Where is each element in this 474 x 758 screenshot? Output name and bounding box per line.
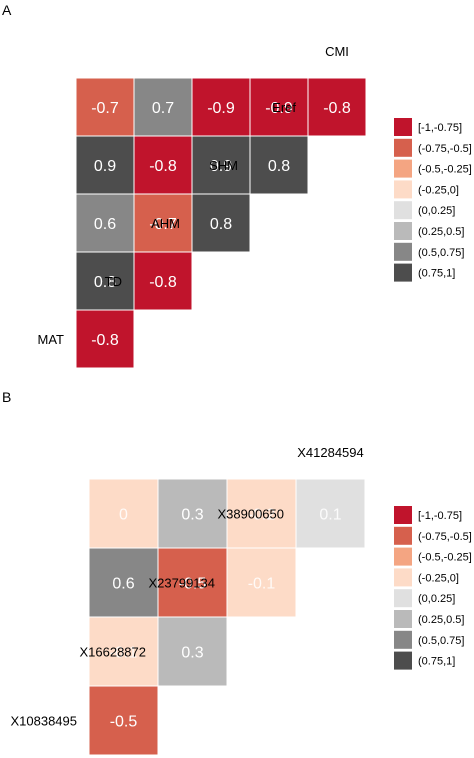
panel-b-cell-value-x41284594-x16628872: 0.3 — [181, 506, 203, 523]
panel-a-cell-value-shm-td: -0.7 — [149, 216, 177, 233]
panel-a-cell-cmi-mat — [75, 77, 135, 137]
panel-b-cell-value-x23799134-x10838495: -0.1 — [110, 644, 138, 661]
panel-a-cell-td-mat — [75, 309, 135, 369]
panel-a-cell-cmi-ahm — [191, 77, 251, 137]
panel-a-legend-label-0: [-1,-0.75] — [418, 122, 462, 134]
panel-b-cell-x23799134-x16628872 — [157, 616, 228, 687]
panel-a-var-label-mat: MAT — [38, 332, 65, 347]
panel-b-var-label-x41284594: X41284594 — [297, 445, 364, 460]
panel-a-var-label-td: TD — [105, 274, 122, 289]
panel-a-cell-value-eref-mat: 0.9 — [94, 158, 116, 175]
panel-b-legend-label-7: (0.75,1] — [418, 656, 455, 668]
panel-b-legend-swatch-6 — [394, 630, 412, 649]
panel-b-tag: B — [2, 389, 11, 405]
panel-a-tag: A — [2, 2, 12, 18]
panel-b-legend-label-2: (-0.5,-0.25] — [418, 552, 472, 564]
panel-b-var-label-x23799134: X23799134 — [148, 576, 215, 591]
panel-a-legend-label-6: (0.5,0.75] — [418, 247, 464, 259]
panel-a-cell-value-shm-ahm: 0.8 — [210, 216, 232, 233]
panel-a-legend-label-2: (-0.5,-0.25] — [418, 164, 472, 176]
panel-a-legend-swatch-3 — [394, 180, 412, 199]
panel-b-legend-swatch-2 — [394, 547, 412, 566]
panel-a-cell-ahm-td — [133, 251, 193, 311]
panel-b-cell-x41284594-x23799134 — [226, 478, 297, 549]
panel-a-legend-label-3: (-0.25,0] — [418, 184, 459, 196]
panel-b-legend-swatch-1 — [394, 526, 412, 545]
panel-b-legend-label-5: (0.25,0.5] — [418, 614, 464, 626]
panel-a-legend-swatch-6 — [394, 242, 412, 261]
panel-a-cell-value-cmi-mat: -0.7 — [91, 100, 119, 117]
panel-a-cell-eref-ahm — [191, 135, 251, 195]
panel-a-cell-value-eref-shm: 0.8 — [268, 158, 290, 175]
panel-b-cell-value-x41284594-x10838495: 0 — [119, 506, 128, 523]
panel-a-cell-ahm-mat — [75, 251, 135, 311]
panel-b-cell-value-x38900650-x16628872: -0.5 — [179, 575, 207, 592]
panel-a-cell-value-eref-td: -0.8 — [149, 158, 177, 175]
panel-b-legend-swatch-0 — [394, 506, 412, 524]
panel-b-cell-value-x23799134-x16628872: 0.3 — [181, 644, 203, 661]
panel-a-cell-eref-mat — [75, 135, 135, 195]
panel-a-legend-label-1: (-0.75,-0.5] — [418, 143, 472, 155]
panel-a-legend-swatch-2 — [394, 159, 412, 178]
panel-a-cell-value-eref-ahm: 0.9 — [210, 158, 232, 175]
panel-b-cell-value-x41284594-x38900650: 0.1 — [319, 506, 341, 523]
panel-a-cell-value-cmi-ahm: -0.9 — [207, 100, 235, 117]
panel-a-cell-eref-shm — [249, 135, 309, 195]
panel-a-cell-value-cmi-shm: -0.9 — [265, 100, 293, 117]
panel-a-var-label-shm: SHM — [209, 158, 238, 173]
panel-a-legend-label-5: (0.25,0.5] — [418, 226, 464, 238]
panel-a-legend-swatch-0 — [394, 118, 412, 136]
panel-b-cell-x23799134-x10838495 — [88, 616, 159, 687]
panel-b-cell-value-x38900650-x23799134: -0.1 — [248, 575, 276, 592]
panel-a-cell-value-shm-mat: 0.6 — [94, 216, 116, 233]
panel-a-legend-label-7: (0.75,1] — [418, 268, 455, 280]
panel-b-cell-x38900650-x10838495 — [88, 547, 159, 618]
panel-b-legend-label-6: (0.5,0.75] — [418, 635, 464, 647]
panel-b-cell-x41284594-x38900650 — [295, 478, 366, 549]
panel-b-cell-x41284594-x16628872 — [157, 478, 228, 549]
panel-b-legend-swatch-3 — [394, 568, 412, 587]
panel-b-cell-value-x41284594-x23799134: -0.2 — [248, 506, 276, 523]
panel-b-legend-label-1: (-0.75,-0.5] — [418, 531, 472, 543]
panel-a-legend-swatch-5 — [394, 222, 412, 240]
panel-a-legend-label-4: (0,0.25] — [418, 205, 455, 217]
panel-a-cell-eref-td — [133, 135, 193, 195]
panel-b-legend-label-4: (0,0.25] — [418, 593, 455, 605]
panel-a-cell-value-ahm-td: -0.8 — [149, 274, 177, 291]
panel-a-var-label-eref: Eref — [272, 100, 296, 115]
panel-b-cell-value-x16628872-x10838495: -0.5 — [110, 713, 138, 730]
panel-a-legend-swatch-4 — [394, 201, 412, 220]
panel-a-cell-value-ahm-mat: 0.8 — [94, 274, 116, 291]
panel-b-legend-swatch-4 — [394, 589, 412, 608]
panel-a-cell-value-cmi-eref: -0.8 — [323, 100, 351, 117]
panel-a-var-label-ahm: AHM — [151, 216, 180, 231]
panel-b-legend-label-3: (-0.25,0] — [418, 572, 459, 584]
panel-b-legend-swatch-7 — [394, 651, 412, 670]
panel-b-var-label-x38900650: X38900650 — [217, 507, 284, 522]
panel-a-cell-value-cmi-td: 0.7 — [152, 100, 174, 117]
panel-b-cell-x16628872-x10838495 — [88, 685, 159, 756]
panel-a-var-label-cmi: CMI — [325, 44, 349, 59]
panel-b-var-label-x10838495: X10838495 — [10, 714, 77, 729]
panel-a-cell-value-td-mat: -0.8 — [91, 332, 119, 349]
panel-b-cell-x38900650-x16628872 — [157, 547, 228, 618]
panel-a-cell-cmi-eref — [307, 77, 367, 137]
panel-b-var-label-x16628872: X16628872 — [79, 645, 146, 660]
panel-b-legend-label-0: [-1,-0.75] — [418, 510, 462, 522]
panel-a-legend-swatch-1 — [394, 138, 412, 157]
panel-b-cell-value-x38900650-x10838495: 0.6 — [112, 575, 134, 592]
panel-a-legend-swatch-7 — [394, 263, 412, 282]
panel-b-legend-swatch-5 — [394, 610, 412, 628]
